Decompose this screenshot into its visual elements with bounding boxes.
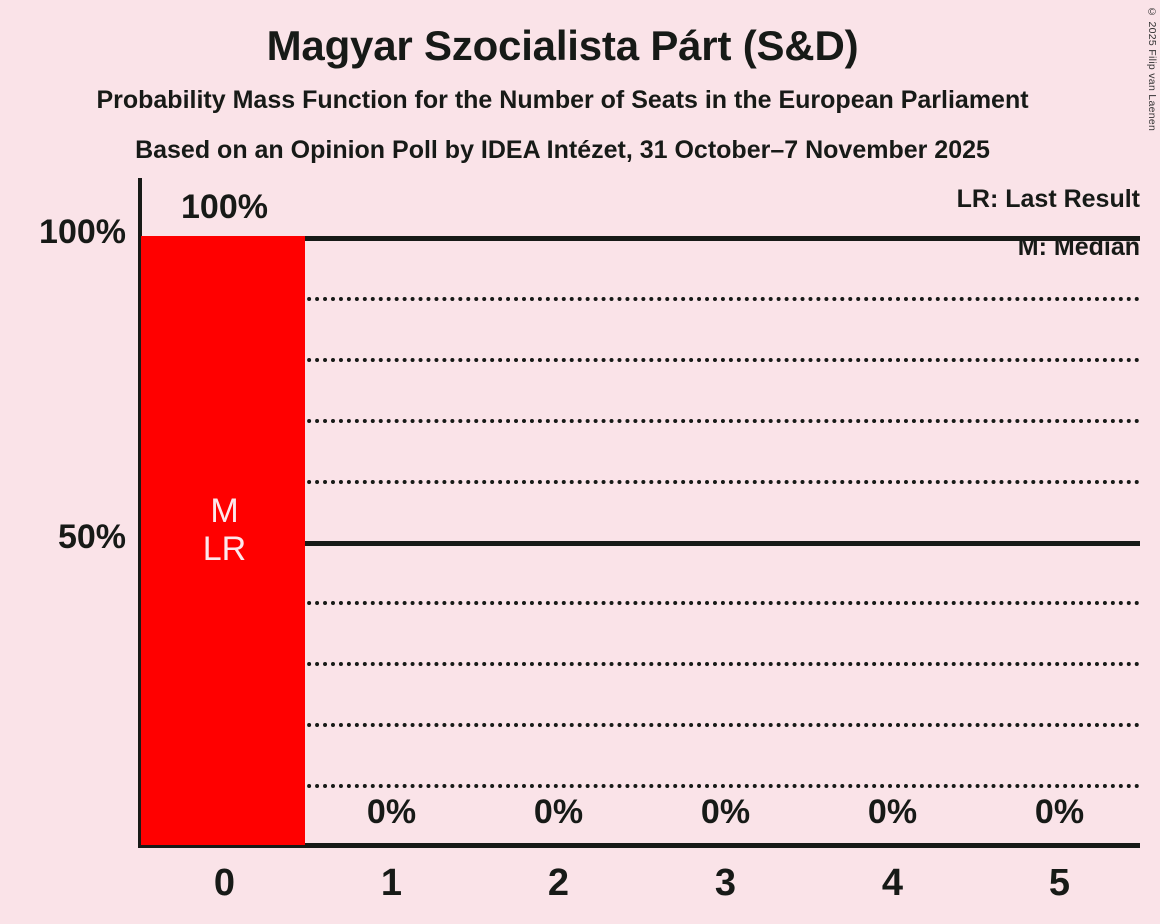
gridline-30 xyxy=(140,662,1140,667)
chart-title: Magyar Szocialista Párt (S&D) xyxy=(266,22,859,69)
gridline-90 xyxy=(140,296,1140,301)
x-tick-label-3: 3 xyxy=(714,862,737,904)
gridline-70 xyxy=(140,418,1140,423)
x-tick-label-4: 4 xyxy=(881,862,904,904)
bar-value-label-1: 0% xyxy=(366,793,417,831)
bar-value-label-2: 0% xyxy=(533,793,584,831)
bar-0[interactable] xyxy=(141,236,305,845)
gridline-100 xyxy=(140,236,1140,241)
gridline-10 xyxy=(140,784,1140,789)
last-result-marker: LR xyxy=(202,530,247,568)
bar-value-label-0: 100% xyxy=(181,188,268,226)
gridline-80 xyxy=(140,357,1140,362)
plot-area xyxy=(140,178,1140,846)
bar-value-label-4: 0% xyxy=(867,793,918,831)
chart-subtitle-primary: Probability Mass Function for the Number… xyxy=(96,86,1029,114)
gridline-40 xyxy=(140,601,1140,606)
x-axis-line xyxy=(138,843,1140,848)
x-tick-label-2: 2 xyxy=(547,862,570,904)
x-tick-label-0: 0 xyxy=(213,862,236,904)
bar-value-label-5: 0% xyxy=(1034,793,1085,831)
x-tick-label-1: 1 xyxy=(380,862,403,904)
gridline-50 xyxy=(140,540,1140,546)
bar-value-label-3: 0% xyxy=(700,793,751,831)
y-tick-label-50: 50% xyxy=(57,517,126,556)
y-axis-line xyxy=(138,178,142,848)
legend-last-result: LR: Last Result xyxy=(956,185,1140,213)
median-marker: M xyxy=(210,492,239,530)
gridline-20 xyxy=(140,723,1140,728)
gridline-60 xyxy=(140,479,1140,484)
chart-subtitle-source: Based on an Opinion Poll by IDEA Intézet… xyxy=(135,136,990,164)
copyright-notice: © 2025 Filip van Laenen xyxy=(1146,6,1158,132)
y-tick-label-100: 100% xyxy=(39,213,126,251)
x-tick-label-5: 5 xyxy=(1048,862,1071,904)
